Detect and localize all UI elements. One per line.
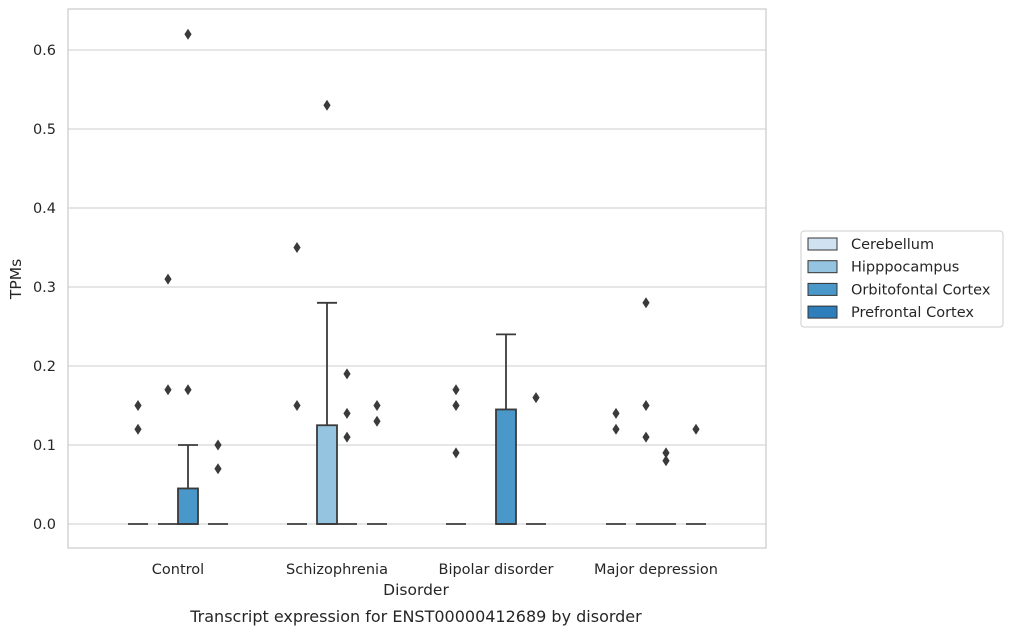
y-tick-label: 0.3 (33, 280, 56, 296)
outlier-point (373, 400, 381, 411)
box-plot (636, 297, 656, 525)
y-tick-label: 0.5 (33, 122, 56, 138)
x-tick-labels: Control Schizophrenia Bipolar disorder Majo… (152, 562, 718, 578)
legend-label: Cerebellum (851, 237, 934, 253)
box-plot (495, 333, 517, 525)
outlier-point (134, 423, 142, 435)
box-plot (656, 447, 676, 525)
box-plot (128, 400, 148, 525)
legend-swatch (807, 305, 838, 319)
outlier-point (184, 28, 192, 40)
outlier-point (662, 447, 670, 459)
x-tick-label: Schizophrenia (286, 562, 388, 578)
x-tick-label: Major depression (594, 562, 718, 578)
box-plot (337, 368, 357, 525)
y-tick-label: 0.2 (33, 359, 56, 375)
outlier-point (214, 439, 222, 451)
outlier-point (662, 455, 670, 467)
x-tick-label: Control (152, 562, 204, 578)
outlier-point (612, 423, 620, 435)
x-tick-label: Bipolar disorder (439, 562, 554, 578)
box (495, 408, 517, 525)
outlier-point (323, 99, 331, 111)
box-plot (316, 99, 338, 525)
outlier-point (532, 392, 540, 404)
legend-swatch (807, 237, 838, 251)
box-plot (606, 407, 626, 525)
outlier-point (343, 431, 351, 443)
outlier-point (373, 415, 381, 427)
outlier-point (692, 423, 700, 435)
outlier-point (612, 407, 620, 419)
box-plot (208, 439, 228, 525)
outlier-point (164, 384, 172, 396)
box-plot (367, 400, 387, 525)
box-plot (158, 273, 178, 525)
box-plot (287, 242, 307, 525)
box-plot (526, 392, 546, 525)
plot-frame (67, 8, 767, 549)
outlier-point (642, 400, 650, 411)
box (177, 487, 199, 525)
legend: Cerebellum Hipppocampus Orbitofontal Corte… (800, 230, 1004, 328)
outlier-point (293, 242, 301, 253)
outlier-point (164, 273, 172, 285)
legend-swatch (807, 282, 838, 296)
y-axis-title: TPMs (7, 259, 25, 300)
outlier-point (452, 447, 460, 459)
legend-label: Hipppocampus (851, 260, 959, 276)
outlier-point (214, 463, 222, 475)
legend-swatch (807, 260, 838, 274)
x-axis-title: Disorder (383, 581, 449, 599)
y-tick-label: 0.0 (33, 517, 56, 533)
outlier-point (642, 431, 650, 443)
box-plot (686, 423, 706, 525)
box-plots (128, 28, 706, 525)
outlier-point (184, 384, 192, 396)
legend-label: Orbitofontal Cortex (851, 282, 991, 298)
outlier-point (134, 400, 142, 411)
legend-frame (800, 230, 1004, 328)
outlier-point (642, 297, 650, 309)
y-tick-label: 0.6 (33, 43, 56, 59)
y-tick-label: 0.4 (33, 201, 56, 217)
outlier-point (293, 400, 301, 411)
outlier-point (343, 407, 351, 419)
outlier-point (343, 368, 351, 380)
outlier-point (452, 400, 460, 411)
y-tick-label: 0.1 (33, 438, 56, 454)
box (316, 424, 338, 525)
y-tick-labels: 0.0 0.1 0.2 0.3 0.4 0.5 0.6 (33, 43, 56, 533)
box-plot (177, 28, 199, 525)
outlier-point (452, 384, 460, 396)
chart-caption: Transcript expression for ENST0000041268… (189, 607, 642, 626)
legend-label: Prefrontal Cortex (851, 305, 974, 321)
box-plot (446, 384, 466, 525)
